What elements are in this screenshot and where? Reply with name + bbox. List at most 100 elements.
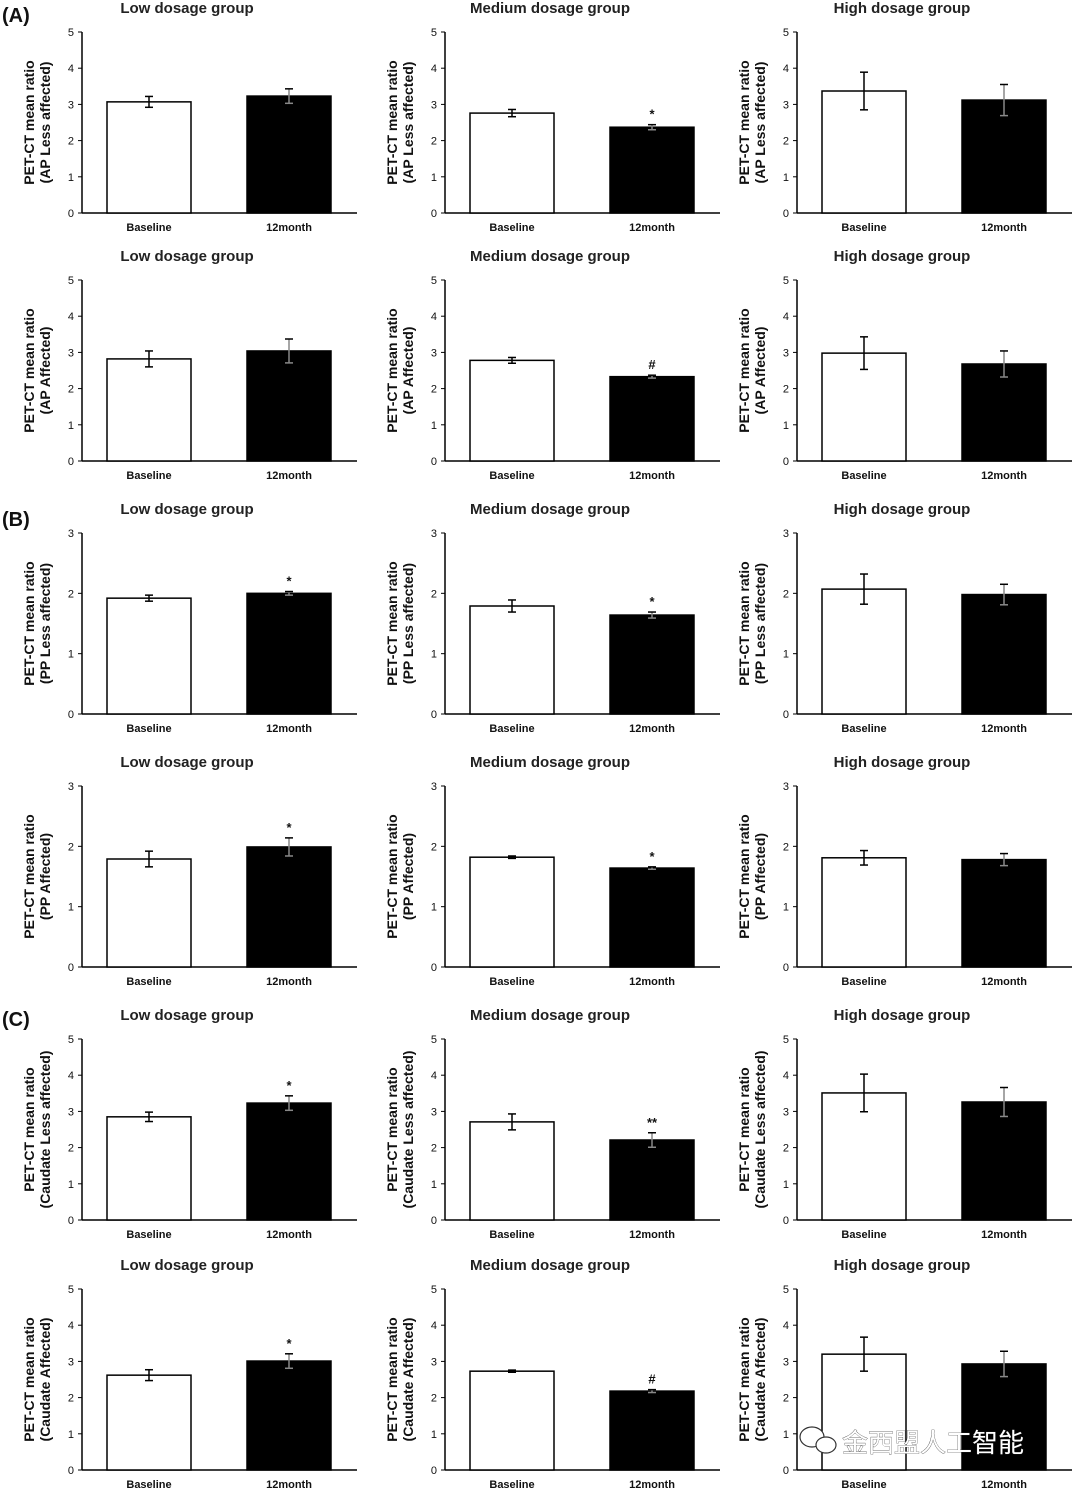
- y-tick-label: 3: [431, 1356, 437, 1368]
- y-tick-label: 2: [783, 1143, 789, 1155]
- bar-12month: [246, 592, 332, 715]
- chart-title: Medium dosage group: [470, 754, 630, 771]
- chart-16: Medium dosage group PET-CT mean ratio (Cau…: [384, 1257, 720, 1491]
- y-tick-label: 5: [68, 27, 74, 39]
- chart-17: High dosage group PET-CT mean ratio (Cauda…: [736, 1257, 1072, 1491]
- bar-12month: [961, 1101, 1047, 1221]
- y-tick-label: 3: [783, 1106, 789, 1118]
- bar-baseline: [106, 597, 192, 715]
- y-tick-label: 1: [68, 649, 74, 661]
- chart-title: Low dosage group: [120, 501, 253, 518]
- bar-baseline: [469, 359, 555, 462]
- y-tick-label: 1: [783, 1429, 789, 1441]
- y-axis-label: (PP Less affected): [752, 563, 768, 684]
- y-tick-label: 3: [68, 528, 74, 540]
- y-axis-label: (Caudate Less affected): [752, 1051, 768, 1209]
- y-tick-label: 4: [783, 1320, 789, 1332]
- y-axis-label: PET-CT mean ratio: [21, 1067, 37, 1191]
- x-tick-label: Baseline: [489, 222, 534, 234]
- y-tick-label: 4: [431, 1070, 437, 1082]
- y-tick-label: 0: [783, 456, 789, 468]
- y-tick-label: 1: [431, 649, 437, 661]
- significance-marker: *: [286, 820, 292, 835]
- bar-baseline: [106, 101, 192, 214]
- bar-baseline: [106, 858, 192, 968]
- y-tick-label: 1: [783, 172, 789, 184]
- y-tick-label: 1: [431, 172, 437, 184]
- y-axis-label: (AP Affected): [37, 327, 53, 415]
- x-tick-label: Baseline: [841, 723, 886, 735]
- y-tick-label: 3: [68, 1106, 74, 1118]
- chart-title: Medium dosage group: [470, 501, 630, 518]
- y-tick-label: 0: [431, 962, 437, 974]
- bar-baseline: [469, 1370, 555, 1471]
- x-tick-label: Baseline: [126, 470, 171, 482]
- x-tick-label: 12month: [629, 723, 675, 735]
- y-axis-label: PET-CT mean ratio: [736, 814, 752, 938]
- y-tick-label: 5: [783, 1284, 789, 1296]
- y-tick-label: 1: [68, 1429, 74, 1441]
- bar-12month: [609, 1390, 695, 1471]
- x-tick-label: 12month: [981, 723, 1027, 735]
- bar-12month: [961, 593, 1047, 715]
- y-axis-label: PET-CT mean ratio: [736, 1067, 752, 1191]
- y-axis-label: (AP Less affected): [752, 62, 768, 184]
- y-tick-label: 4: [783, 1070, 789, 1082]
- y-axis-label: (Caudate Affected): [37, 1318, 53, 1442]
- y-tick-label: 0: [783, 208, 789, 220]
- y-tick-label: 1: [783, 649, 789, 661]
- y-tick-label: 1: [431, 1429, 437, 1441]
- bar-baseline: [821, 90, 907, 214]
- y-axis-label: (AP Affected): [752, 327, 768, 415]
- y-tick-label: 4: [68, 1070, 74, 1082]
- y-tick-label: 0: [68, 208, 74, 220]
- chart-11: High dosage group PET-CT mean ratio (PP Af…: [736, 754, 1072, 988]
- chart-8: High dosage group PET-CT mean ratio (PP Le…: [736, 501, 1072, 735]
- y-axis-label: PET-CT mean ratio: [736, 1317, 752, 1441]
- y-tick-label: 0: [783, 709, 789, 721]
- y-tick-label: 1: [431, 902, 437, 914]
- y-axis-label: PET-CT mean ratio: [21, 308, 37, 432]
- y-tick-label: 2: [431, 384, 437, 396]
- chart-title: High dosage group: [834, 1257, 971, 1274]
- y-tick-label: 1: [68, 172, 74, 184]
- chart-7: Medium dosage group PET-CT mean ratio (PP …: [384, 501, 720, 735]
- y-tick-label: 5: [68, 275, 74, 287]
- chart-title: High dosage group: [834, 754, 971, 771]
- y-tick-label: 1: [783, 902, 789, 914]
- y-tick-label: 1: [431, 420, 437, 432]
- y-tick-label: 0: [431, 456, 437, 468]
- bar-12month: [246, 350, 332, 462]
- y-tick-label: 4: [783, 63, 789, 75]
- x-tick-label: 12month: [629, 976, 675, 988]
- y-tick-label: 0: [783, 1465, 789, 1477]
- chart-15: Low dosage group PET-CT mean ratio (Caudat…: [21, 1257, 357, 1491]
- y-tick-label: 4: [431, 311, 437, 323]
- watermark: 金西盟人工智能: [799, 1426, 1024, 1458]
- bar-baseline: [821, 857, 907, 968]
- y-tick-label: 2: [431, 136, 437, 148]
- bar-12month: [609, 375, 695, 462]
- y-axis-label: (PP Affected): [37, 833, 53, 920]
- y-axis-label: (PP Affected): [400, 833, 416, 920]
- x-tick-label: 12month: [981, 1229, 1027, 1241]
- y-axis-label: PET-CT mean ratio: [736, 60, 752, 184]
- bar-baseline: [106, 358, 192, 462]
- chart-1: Medium dosage group PET-CT mean ratio (AP …: [384, 0, 720, 234]
- panel-label-b: (B): [2, 509, 30, 531]
- bar-12month: [961, 1363, 1047, 1471]
- bar-baseline: [469, 605, 555, 715]
- chart-6: Low dosage group PET-CT mean ratio (PP Les…: [21, 501, 357, 735]
- x-tick-label: Baseline: [489, 1479, 534, 1491]
- x-tick-label: 12month: [266, 723, 312, 735]
- bar-baseline: [106, 1374, 192, 1471]
- y-tick-label: 0: [783, 962, 789, 974]
- wechat-icon: [799, 1426, 837, 1454]
- bar-12month: [609, 1139, 695, 1221]
- y-tick-label: 5: [431, 275, 437, 287]
- y-tick-label: 1: [783, 420, 789, 432]
- y-tick-label: 0: [68, 709, 74, 721]
- bar-12month: [246, 846, 332, 968]
- y-axis-label: (AP Less affected): [37, 62, 53, 184]
- y-tick-label: 1: [68, 902, 74, 914]
